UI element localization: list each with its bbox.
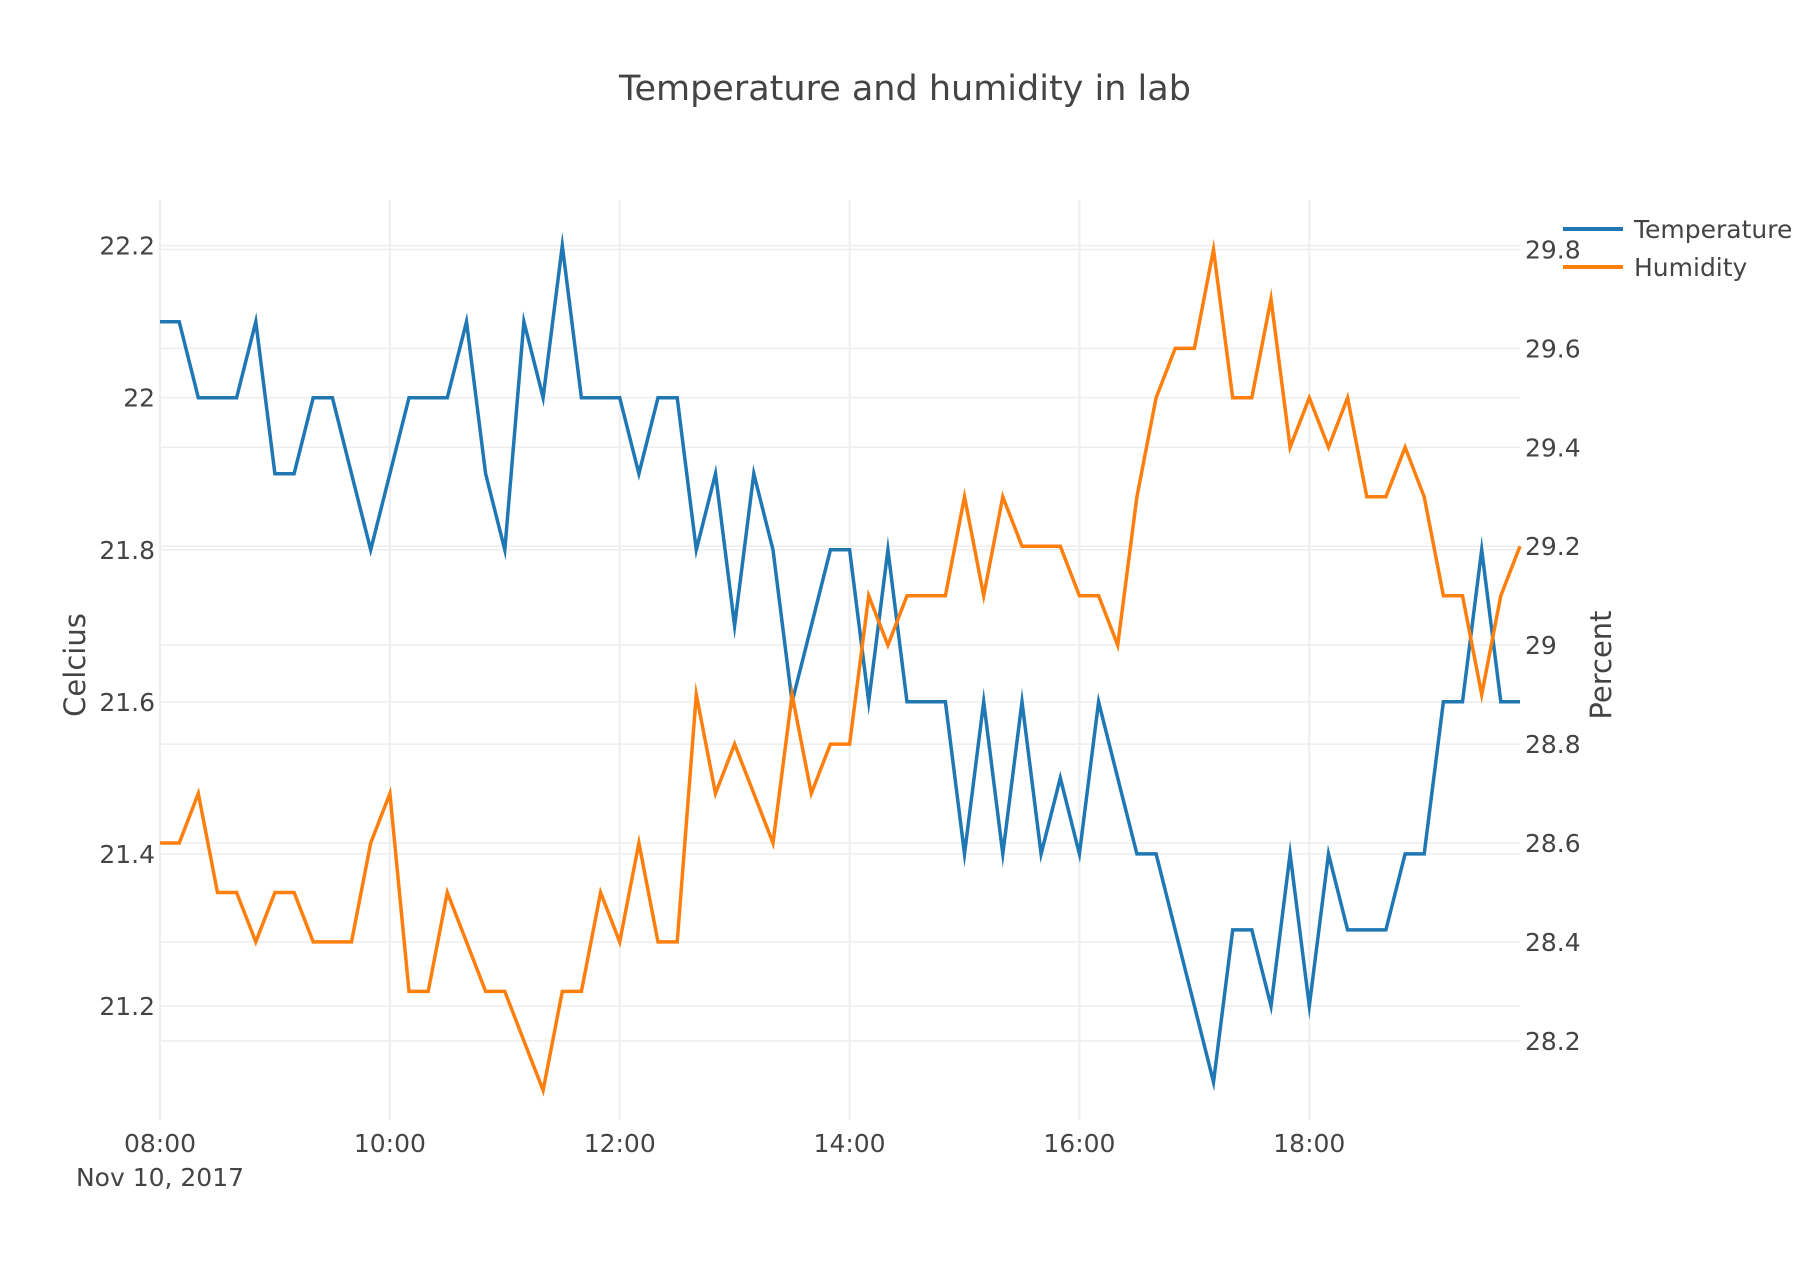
series-line-humidity xyxy=(160,238,1522,1097)
y-right-tick-label: 29.6 xyxy=(1525,334,1581,363)
legend-label-humidity: Humidity xyxy=(1634,253,1748,282)
legend-item-temperature[interactable]: Temperature xyxy=(1563,215,1792,244)
y-right-axis-title: Percent xyxy=(1584,610,1618,719)
x-tick-label: 18:00 xyxy=(1273,1129,1345,1158)
y-right-tick-label: 29.8 xyxy=(1525,235,1581,264)
tick-labels: 08:00 10:00 12:00 14:00 16:00 18:00 21.2 21.4 21… xyxy=(99,232,1580,1158)
y-right-tick-label: 28.4 xyxy=(1525,928,1581,957)
y-left-tick-label: 21.6 xyxy=(99,688,155,717)
x-tick-label: 14:00 xyxy=(814,1129,886,1158)
legend-item-humidity[interactable]: Humidity xyxy=(1563,253,1748,282)
y-left-tick-label: 21.8 xyxy=(99,536,155,565)
y-right-tick-label: 28.2 xyxy=(1525,1027,1581,1056)
x-date-label: Nov 10, 2017 xyxy=(76,1163,244,1192)
y-right-tick-label: 29.4 xyxy=(1525,433,1581,462)
x-tick-label: 12:00 xyxy=(584,1129,656,1158)
grid xyxy=(159,200,1520,1120)
x-tick-label: 08:00 xyxy=(124,1129,196,1158)
y-right-tick-label: 29 xyxy=(1525,631,1557,660)
y-left-tick-label: 21.4 xyxy=(99,840,155,869)
series-layer xyxy=(160,231,1522,1097)
series-line-temperature xyxy=(160,231,1520,1092)
y-right-tick-label: 28.6 xyxy=(1525,829,1581,858)
y-right-tick-label: 29.2 xyxy=(1525,532,1581,561)
legend-label-temperature: Temperature xyxy=(1633,215,1792,244)
y-right-tick-label: 28.8 xyxy=(1525,730,1581,759)
y-left-axis-title: Celcius xyxy=(58,613,92,717)
y-left-tick-label: 21.2 xyxy=(99,992,155,1021)
legend[interactable]: Temperature Humidity xyxy=(1563,215,1792,282)
y-left-tick-label: 22 xyxy=(123,384,155,413)
x-tick-label: 16:00 xyxy=(1043,1129,1115,1158)
x-tick-label: 10:00 xyxy=(354,1129,426,1158)
chart-title: Temperature and humidity in lab xyxy=(618,69,1191,109)
y-left-tick-label: 22.2 xyxy=(99,232,155,261)
